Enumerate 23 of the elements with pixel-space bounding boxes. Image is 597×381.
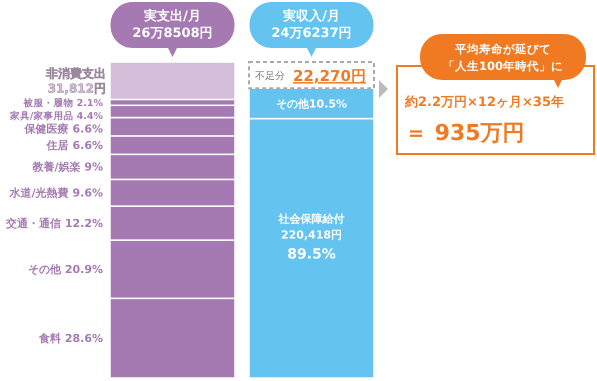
series-label: 不足分 <box>255 70 285 82</box>
series-label: 保健医療 6.6% <box>24 122 103 136</box>
text: 約2.2万円×12ヶ月×35年 <box>404 95 564 110</box>
annotation: 31,812円 <box>48 82 106 96</box>
annotation: 89.5% <box>287 246 336 262</box>
text: 平均寿命が延びて <box>454 42 551 56</box>
data-label: 22,270円 <box>293 67 366 86</box>
series-label: 教養/娯楽 9% <box>31 160 103 174</box>
series-label: 交通・通信 12.2% <box>5 216 103 230</box>
series-label: 水道/光熱費 9.6% <box>8 186 103 200</box>
x-tick-label: 実支出/月 26万8508円 <box>132 8 213 41</box>
series-label: 被服・履物 2.1% <box>22 97 104 110</box>
text: ＝ 935万円 <box>405 121 525 146</box>
series-label: 社会保障給付 <box>278 212 344 226</box>
series-label: その他 20.9% <box>28 263 103 276</box>
series-label: 住居 6.6% <box>46 138 103 152</box>
data-label: 220,418円 <box>280 228 342 242</box>
x-tick-label: 実収入/月 24万6237円 <box>271 8 352 41</box>
series-label: 非消費支出 <box>45 66 106 81</box>
series-label: 家具/家事用品 4.4% <box>8 110 104 122</box>
series-label: その他10.5% <box>276 97 348 110</box>
text: 「人生100年時代」に <box>442 59 564 73</box>
series-label: 食料 28.6% <box>38 332 103 346</box>
